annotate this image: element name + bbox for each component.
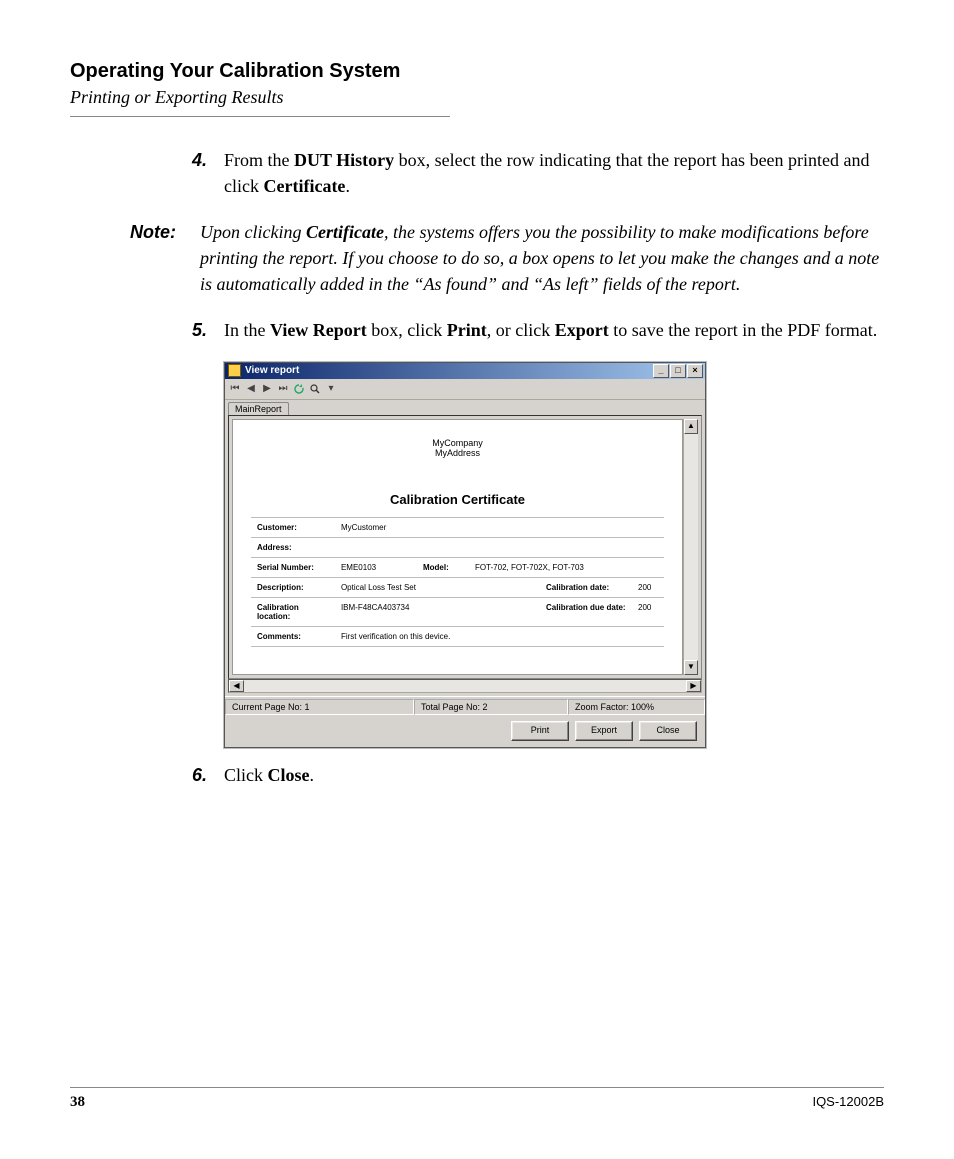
vertical-scrollbar[interactable]: ▲ ▼ [683,419,698,675]
label-duedate: Calibration due date: [540,597,632,626]
text: In the [224,320,270,340]
last-page-icon[interactable]: ⏭ [277,383,289,395]
report-viewer: MyCompany MyAddress Calibration Certific… [228,415,702,679]
company-address: MyAddress [435,448,480,458]
horizontal-scrollbar[interactable]: ◀ ▶ [228,679,702,693]
step-number: 5. [192,317,224,343]
label-description: Description: [251,577,335,597]
toolbar: ⏮ ◀ ▶ ⏭ ▾ [225,379,705,400]
value-serial: EME0103 [335,557,417,577]
close-button[interactable]: Close [639,721,697,741]
text: , or click [487,320,555,340]
value-address [335,537,664,557]
document-id: IQS-12002B [812,1094,884,1111]
export-button[interactable]: Export [575,721,633,741]
ui-term: Certificate [263,176,345,196]
label-location: Calibration location: [251,597,335,626]
status-zoom: Zoom Factor: 100% [568,699,705,715]
label-address: Address: [251,537,335,557]
chapter-title: Operating Your Calibration System [70,60,884,83]
step-number: 4. [192,147,224,199]
titlebar[interactable]: View report _ □ × [225,363,705,379]
next-page-icon[interactable]: ▶ [261,383,273,395]
label-customer: Customer: [251,517,335,537]
ui-term: DUT History [294,150,394,170]
prev-page-icon[interactable]: ◀ [245,383,257,395]
table-row: Description: Optical Loss Test Set Calib… [251,577,664,597]
ui-term: Export [555,320,609,340]
tab-mainreport[interactable]: MainReport [228,402,289,415]
certificate-table: Customer: MyCustomer Address: Serial Num… [251,517,664,647]
zoom-icon[interactable] [309,383,321,395]
text: From the [224,150,294,170]
status-total-pages: Total Page No: 2 [414,699,568,715]
scroll-down-icon[interactable]: ▼ [684,660,698,675]
step-6: 6. Click Close. [192,762,884,788]
step-4: 4. From the DUT History box, select the … [192,147,884,199]
label-model: Model: [417,557,469,577]
text: . [345,176,350,196]
table-row: Customer: MyCustomer [251,517,664,537]
table-row: Comments: First verification on this dev… [251,626,664,646]
header-rule [70,116,450,117]
scroll-left-icon[interactable]: ◀ [229,680,244,692]
app-icon [228,364,241,377]
button-row: Print Export Close [225,717,705,747]
ui-term: Certificate [306,222,384,242]
section-title: Printing or Exporting Results [70,87,884,108]
ui-term: Print [447,320,487,340]
ui-term: View Report [270,320,367,340]
note-body: Upon clicking Certificate, the systems o… [200,219,884,297]
text: Click [224,765,268,785]
scroll-right-icon[interactable]: ▶ [686,680,701,692]
page-number: 38 [70,1094,85,1111]
text: box, click [367,320,447,340]
view-report-window: View report _ □ × ⏮ ◀ ▶ ⏭ ▾ MainReport M… [224,362,706,748]
tab-row: MainReport [225,400,705,415]
status-bar: Current Page No: 1 Total Page No: 2 Zoom… [225,696,705,717]
window-title: View report [245,365,299,376]
report-page: MyCompany MyAddress Calibration Certific… [232,419,683,675]
step-body: In the View Report box, click Print, or … [224,317,884,343]
label-serial: Serial Number: [251,557,335,577]
first-page-icon[interactable]: ⏮ [229,383,241,395]
value-customer: MyCustomer [335,517,664,537]
text: to save the report in the PDF format. [609,320,877,340]
value-model: FOT-702, FOT-702X, FOT-703 [469,557,664,577]
print-button[interactable]: Print [511,721,569,741]
value-comments: First verification on this device. [335,626,664,646]
label-caldate: Calibration date: [540,577,632,597]
maximize-icon[interactable]: □ [670,364,686,378]
step-body: From the DUT History box, select the row… [224,147,884,199]
step-body: Click Close. [224,762,884,788]
text: . [310,765,315,785]
refresh-icon[interactable] [293,383,305,395]
note-label: Note: [130,219,200,297]
value-description: Optical Loss Test Set [335,577,540,597]
step-number: 6. [192,762,224,788]
table-row: Calibration location: IBM-F48CA403734 Ca… [251,597,664,626]
note: Note: Upon clicking Certificate, the sys… [130,219,884,297]
status-current-page: Current Page No: 1 [225,699,414,715]
table-row: Address: [251,537,664,557]
minimize-icon[interactable]: _ [653,364,669,378]
text: Upon clicking [200,222,306,242]
certificate-title: Calibration Certificate [390,492,525,507]
ui-term: Close [268,765,310,785]
value-duedate: 200 [632,597,664,626]
dropdown-icon[interactable]: ▾ [325,383,337,395]
step-5: 5. In the View Report box, click Print, … [192,317,884,343]
page-footer: 38 IQS-12002B [70,1087,884,1111]
company-name: MyCompany [432,438,483,448]
label-comments: Comments: [251,626,335,646]
scroll-up-icon[interactable]: ▲ [684,419,698,434]
close-icon[interactable]: × [687,364,703,378]
value-location: IBM-F48CA403734 [335,597,540,626]
table-row: Serial Number: EME0103 Model: FOT-702, F… [251,557,664,577]
value-caldate: 200 [632,577,664,597]
